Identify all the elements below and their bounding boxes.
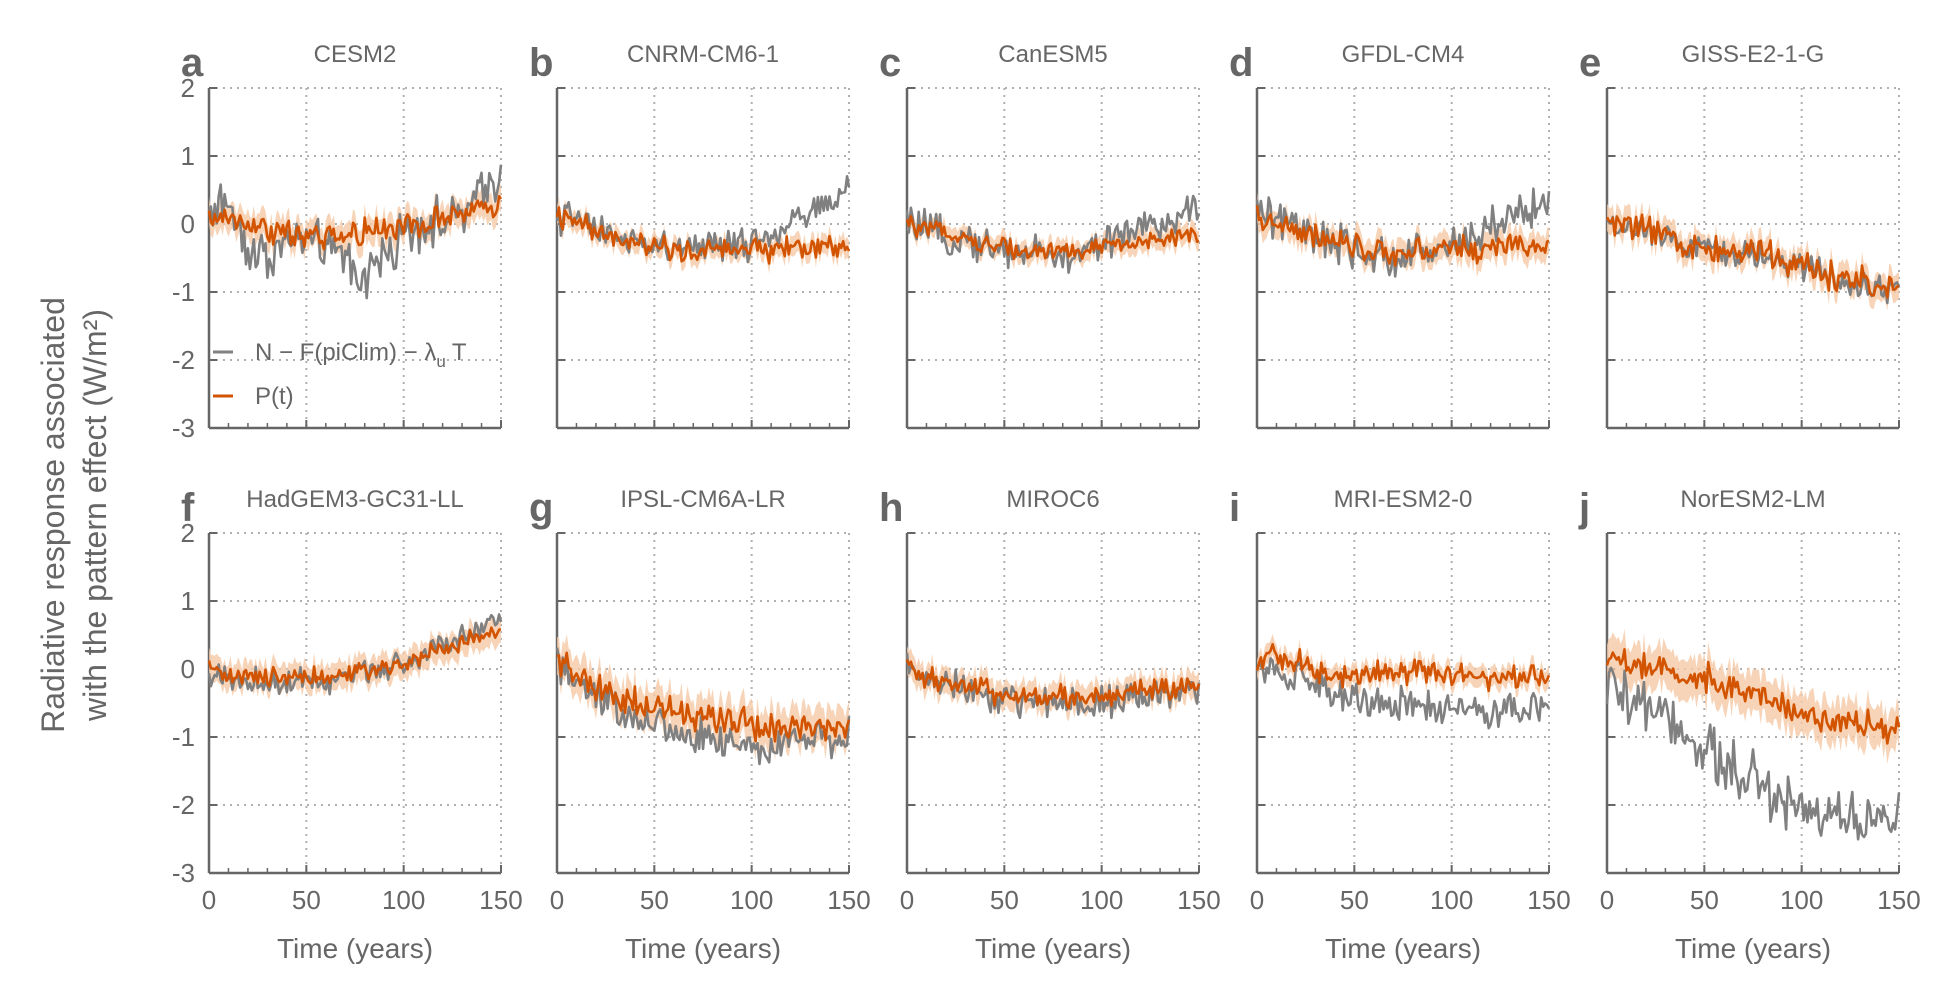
y-tick-label: -3 <box>172 858 195 888</box>
legend-label-suffix: T <box>452 339 467 366</box>
panel-i: 0 50 100 150 Time (years) i MRI-ESM2-0 <box>1229 486 1571 964</box>
series-line-pred <box>1605 648 1901 745</box>
series-line-pred <box>207 195 503 251</box>
series-line-pred <box>905 659 1201 710</box>
x-tick-label: 0 <box>1600 885 1614 915</box>
panel-f: -3 -2 -1 0 1 2 0 50 100 150 Time (years) f HadGEM3-G… <box>172 486 523 964</box>
panel-a: -3 -2 -1 0 1 2a CESM2 N − F(piClim) − λu T P(t) <box>172 41 503 443</box>
x-tick-label: 50 <box>1690 885 1719 915</box>
x-tick-label: 150 <box>827 885 870 915</box>
y-tick-label: 1 <box>181 141 195 171</box>
x-tick-label: 100 <box>730 885 773 915</box>
x-tick-label: 50 <box>292 885 321 915</box>
x-axis-title: Time (years) <box>975 933 1131 964</box>
y-tick-label: 2 <box>181 518 195 548</box>
panel-c: c CanESM5 <box>879 41 1201 430</box>
panel-title: MIROC6 <box>1006 486 1099 513</box>
series-line-obs <box>555 175 851 264</box>
y-axis-title-line2: with the pattern effect (W/m²) <box>77 309 113 722</box>
series-line-obs <box>1255 657 1551 730</box>
panel-title: CanESM5 <box>998 41 1107 68</box>
series-line-obs <box>1605 666 1901 841</box>
y-tick-label: 0 <box>181 654 195 684</box>
panel-letter: d <box>1229 41 1253 85</box>
panel-g: 0 50 100 150 Time (years) g IPSL-CM6A-LR <box>529 486 871 964</box>
series-line-pred <box>1605 213 1900 299</box>
panel-e: e GISS-E2-1-G <box>1579 41 1901 430</box>
panel-letter: i <box>1229 486 1240 530</box>
panel-title: HadGEM3-GC31-LL <box>246 486 463 513</box>
panel-title: CNRM-CM6-1 <box>627 41 779 68</box>
x-tick-label: 50 <box>640 885 669 915</box>
x-tick-label: 0 <box>1250 885 1264 915</box>
panel-letter: e <box>1579 41 1601 85</box>
x-tick-label: 0 <box>550 885 564 915</box>
panel-letter: f <box>181 486 195 530</box>
panel-letter: g <box>529 486 553 530</box>
y-tick-label: -1 <box>172 277 195 307</box>
x-axis-title: Time (years) <box>625 933 781 964</box>
series-line-pred <box>905 215 1200 261</box>
y-tick-label: -1 <box>172 722 195 752</box>
series-line-pred <box>1255 643 1551 693</box>
x-tick-label: 100 <box>382 885 425 915</box>
panel-title: IPSL-CM6A-LR <box>620 486 785 513</box>
x-tick-label: 0 <box>202 885 216 915</box>
series-line-pred <box>556 651 851 743</box>
x-tick-label: 150 <box>1177 885 1220 915</box>
y-axis-title-line1: Radiative response associated <box>35 297 71 733</box>
panel-title: CESM2 <box>314 41 397 68</box>
x-axis-title: Time (years) <box>277 933 433 964</box>
x-tick-label: 50 <box>1340 885 1369 915</box>
x-tick-label: 50 <box>990 885 1019 915</box>
series-band-pred <box>557 197 849 274</box>
x-tick-label: 150 <box>1877 885 1920 915</box>
panel-letter: h <box>879 486 903 530</box>
series-line-obs <box>1255 187 1551 278</box>
y-tick-label: -2 <box>172 345 195 375</box>
x-tick-label: 0 <box>900 885 914 915</box>
legend: N − F(piClim) − λu T P(t) <box>213 339 467 410</box>
legend-label-main: P(t) <box>255 383 294 410</box>
panel-title: MRI-ESM2-0 <box>1334 486 1473 513</box>
x-tick-label: 100 <box>1430 885 1473 915</box>
series-band-pred <box>1607 628 1899 764</box>
legend-label: N − F(piClim) − λu T <box>255 339 467 371</box>
series-line-pred <box>207 626 502 688</box>
y-tick-label: -2 <box>172 790 195 820</box>
x-axis-title: Time (years) <box>1325 933 1481 964</box>
y-tick-label: 2 <box>181 73 195 103</box>
x-tick-label: 150 <box>479 885 522 915</box>
legend-label-subscript: u <box>436 352 445 371</box>
panel-title: GFDL-CM4 <box>1342 41 1465 68</box>
panel-d: d GFDL-CM4 <box>1229 41 1551 430</box>
panel-title: NorESM2-LM <box>1680 486 1825 513</box>
series-line-obs <box>905 194 1201 274</box>
panel-b: b CNRM-CM6-1 <box>529 41 851 430</box>
panel-h: 0 50 100 150 Time (years) h MIROC6 <box>879 486 1221 964</box>
panel-j: 0 50 100 150 Time (years) j NorESM2-LM <box>1578 486 1921 964</box>
series-band-pred <box>907 646 1199 722</box>
x-tick-label: 150 <box>1527 885 1570 915</box>
panel-letter: a <box>181 41 204 85</box>
panel-letter: j <box>1578 486 1590 530</box>
y-tick-label: -3 <box>172 413 195 443</box>
x-tick-label: 100 <box>1080 885 1123 915</box>
legend-label-main: N − F(piClim) − λ <box>255 339 436 366</box>
y-tick-label: 1 <box>181 586 195 616</box>
panel-title: GISS-E2-1-G <box>1682 41 1825 68</box>
series-line-pred <box>555 206 851 265</box>
series-line-obs <box>207 164 503 300</box>
panel-letter: b <box>529 41 553 85</box>
legend-label: P(t) <box>255 383 294 410</box>
x-axis-title: Time (years) <box>1675 933 1831 964</box>
series-line-pred <box>1255 205 1550 267</box>
panel-letter: c <box>879 41 901 85</box>
x-tick-label: 100 <box>1780 885 1823 915</box>
y-tick-label: 0 <box>181 209 195 239</box>
